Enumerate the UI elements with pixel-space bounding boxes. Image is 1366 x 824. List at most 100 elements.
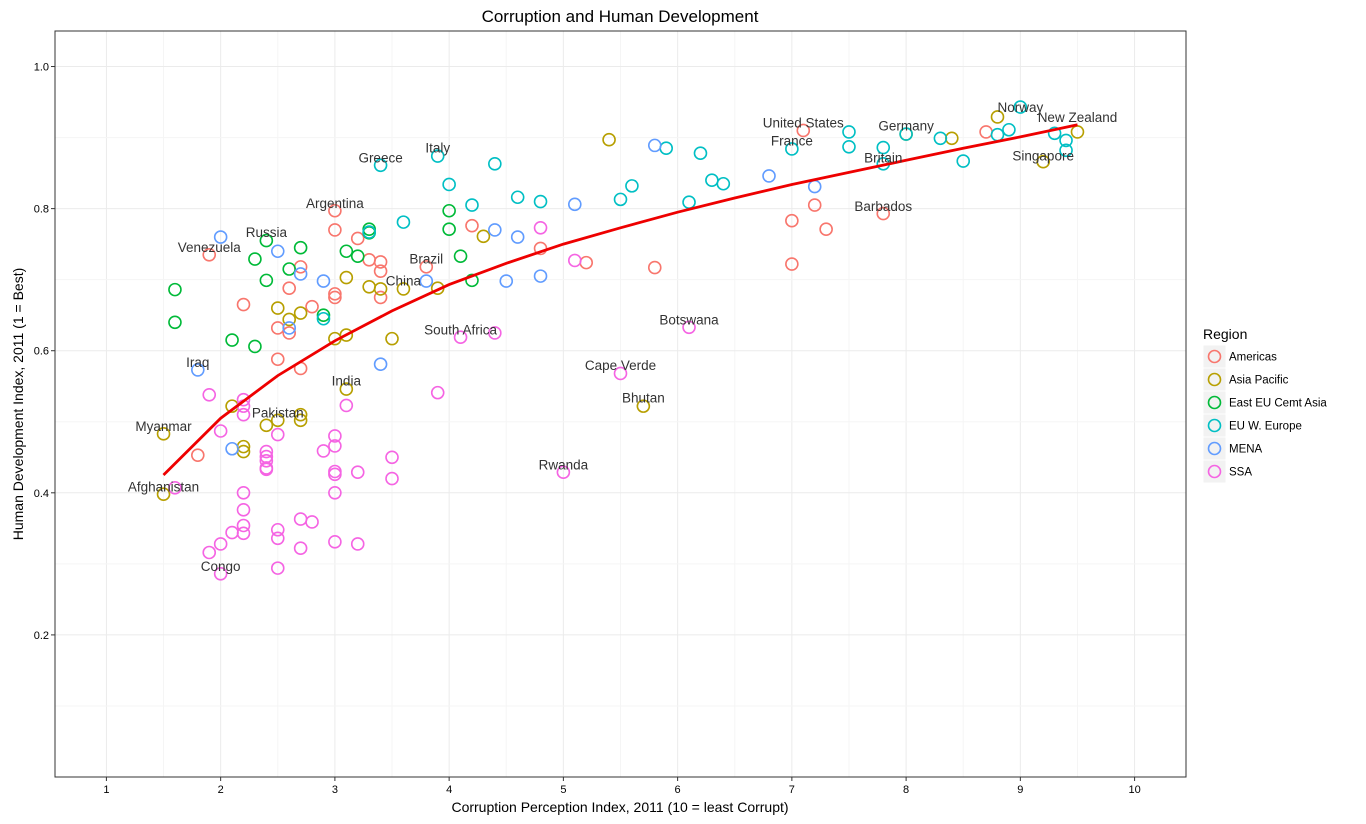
data-point [373,282,388,296]
data-point [568,253,582,268]
data-point [259,233,274,248]
chart-title: Corruption and Human Development [482,7,759,26]
data-point [510,190,525,205]
data-point [385,450,399,465]
y-axis: 0.2 0.4 0.6 0.8 1.0 [34,62,55,642]
trend-line [162,123,1078,476]
legend-label: East EU Cemt Asia [1229,398,1327,410]
country-label: Botswana [659,312,719,327]
data-point [191,363,205,377]
data-point [373,158,388,173]
y-axis-title: Human Development Index, 2011 (1 = Best) [10,268,26,541]
data-point [785,142,799,156]
data-point [305,299,319,314]
x-axis-title: Corruption Perception Index, 2011 (10 = … [451,799,788,815]
country-label: Italy [425,141,450,156]
data-point [213,567,228,581]
data-point [842,140,856,154]
y-tick-label: 1.0 [34,62,49,74]
data-point [328,203,342,218]
data-point [270,413,285,428]
legend-label: Asia Pacific [1229,375,1289,387]
legend-key [1202,413,1227,438]
y-tick-label: 0.4 [34,488,49,500]
data-point [1036,154,1050,169]
data-point [328,467,342,482]
country-label: Pakistan [252,406,304,421]
data-point [796,123,811,138]
legend-key-marker [1207,418,1222,433]
data-point [270,352,285,367]
data-point [1013,100,1028,114]
data-point [1059,143,1073,158]
y-tick-label: 0.6 [34,346,49,358]
data-point [236,518,251,533]
x-tick-label: 6 [675,784,681,796]
country-label: United States [763,116,844,131]
country-label: Rwanda [539,457,589,472]
data-point [876,140,891,155]
legend-label: EU W. Europe [1229,421,1302,433]
y-tick-label: 0.8 [34,204,49,216]
x-tick-label: 2 [218,784,224,796]
x-tick-label: 4 [446,784,452,796]
data-point [328,535,342,549]
data-point [350,465,365,480]
data-point [1047,126,1062,141]
data-point [785,213,799,228]
data-point [442,177,456,192]
data-point [213,537,228,551]
data-point [385,331,399,346]
data-point [225,333,239,347]
data-point [259,462,274,477]
x-tick-label: 3 [332,784,338,796]
data-point [168,282,182,297]
x-axis: 1 2 3 4 5 6 7 8 9 10 [103,777,1141,796]
data-point [236,526,251,541]
data-point [533,194,548,209]
data-point [328,287,342,301]
data-point [488,223,502,237]
country-label: Germany [878,118,934,133]
data-point [293,541,308,556]
country-label: Britain [864,150,902,165]
legend-key [1202,344,1227,369]
country-label: Afghanistan [128,479,199,494]
legend-key [1202,436,1227,461]
data-point [362,225,376,239]
data-point [339,244,354,259]
data-point [899,127,913,141]
data-point [510,230,525,244]
data-point [419,260,434,274]
country-label: Congo [201,559,241,574]
data-point [339,382,354,396]
data-point [270,531,285,546]
data-point [236,392,251,407]
data-point [396,282,411,296]
data-point [568,197,582,212]
legend-title: Region [1203,326,1247,342]
legend-key-marker [1207,464,1222,479]
data-point [213,424,228,438]
data-point [270,561,285,575]
data-point [453,249,468,264]
data-point [259,454,274,468]
data-point [236,503,251,517]
data-point [613,366,628,381]
legend-key [1202,459,1227,484]
data-point [373,255,388,269]
data-point [156,427,171,441]
country-label: Venezuela [178,240,242,255]
data-point [350,537,365,551]
data-point [488,326,502,340]
data-point [613,192,628,207]
data-point [236,486,251,500]
data-point [430,385,445,400]
country-label: Myanmar [135,419,192,434]
data-point [282,321,296,335]
country-label: Russia [246,225,288,240]
data-point [350,249,365,264]
data-point [488,157,502,171]
